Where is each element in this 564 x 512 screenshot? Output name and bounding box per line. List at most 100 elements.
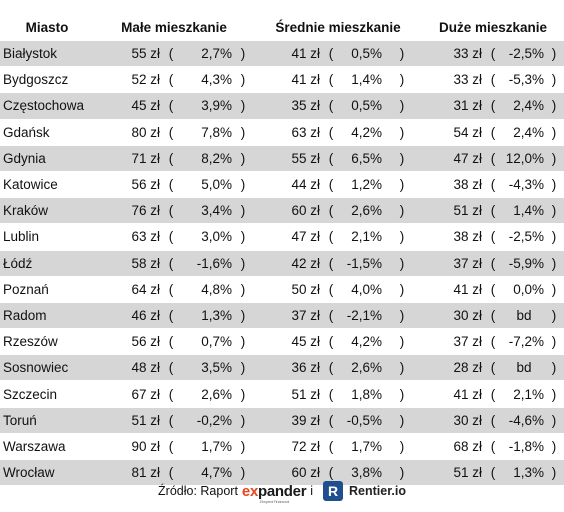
large-change-cell: 12,0% [504, 144, 544, 172]
paren-close: ) [382, 92, 422, 120]
header-medium: Średnie mieszkanie [275, 19, 401, 35]
paren-close: ) [544, 249, 564, 277]
paren-open: ( [160, 354, 182, 381]
table-row: Wrocław 81 zł(4,7%) 60 zł(3,8%) 51 zł(1,3%) [0, 459, 564, 486]
paren-open: ( [320, 328, 342, 355]
city-cell: Poznań [0, 275, 94, 303]
paren-open: ( [160, 380, 182, 408]
small-price-cell: 76 zł [94, 197, 160, 224]
medium-price-cell: 36 zł [254, 354, 320, 381]
table-row: Warszawa 90 zł(1,7%) 72 zł(1,7%) 68 zł(-1,8… [0, 432, 564, 460]
large-price-cell: 30 zł [422, 301, 482, 329]
large-change-cell: -2,5% [504, 39, 544, 67]
table-row: Sosnowiec 48 zł(3,5%) 36 zł(2,6%) 28 zł(bd) [0, 354, 564, 381]
paren-close: ) [232, 249, 254, 277]
medium-price-cell: 44 zł [254, 170, 320, 198]
paren-open: ( [160, 197, 182, 224]
paren-close: ) [544, 328, 564, 355]
paren-close: ) [544, 354, 564, 381]
small-change-cell: -1,6% [182, 249, 232, 277]
paren-close: ) [382, 223, 422, 250]
paren-open: ( [160, 459, 182, 486]
paren-open: ( [320, 170, 342, 198]
paren-open: ( [320, 406, 342, 434]
paren-close: ) [544, 39, 564, 67]
paren-close: ) [544, 170, 564, 198]
paren-open: ( [320, 118, 342, 146]
paren-open: ( [160, 406, 182, 434]
paren-close: ) [544, 118, 564, 146]
large-price-cell: 37 zł [422, 249, 482, 277]
city-cell: Szczecin [0, 380, 94, 408]
paren-open: ( [482, 459, 504, 486]
table-row: Szczecin 67 zł(2,6%) 51 zł(1,8%) 41 zł(2,1%… [0, 380, 564, 408]
paren-open: ( [482, 170, 504, 198]
paren-open: ( [160, 144, 182, 172]
small-change-cell: 4,3% [182, 66, 232, 93]
paren-close: ) [232, 223, 254, 250]
paren-close: ) [382, 380, 422, 408]
small-change-cell: -0,2% [182, 406, 232, 434]
table-row: Bydgoszcz 52 zł(4,3%) 41 zł(1,4%) 33 zł(-5,… [0, 66, 564, 93]
paren-open: ( [482, 328, 504, 355]
paren-close: ) [544, 197, 564, 224]
paren-open: ( [320, 275, 342, 303]
table-row: Katowice 56 zł(5,0%) 44 zł(1,2%) 38 zł(-4,3… [0, 170, 564, 198]
paren-close: ) [232, 354, 254, 381]
small-price-cell: 81 zł [94, 459, 160, 486]
paren-open: ( [482, 380, 504, 408]
paren-close: ) [232, 118, 254, 146]
medium-change-cell: 4,2% [342, 118, 382, 146]
paren-open: ( [482, 92, 504, 120]
large-change-cell: -4,3% [504, 170, 544, 198]
header-city: Miasto [25, 19, 69, 35]
paren-close: ) [382, 197, 422, 224]
paren-close: ) [382, 39, 422, 67]
city-cell: Rzeszów [0, 328, 94, 355]
paren-open: ( [160, 118, 182, 146]
medium-change-cell: 1,7% [342, 432, 382, 460]
medium-change-cell: 1,4% [342, 66, 382, 93]
paren-open: ( [320, 249, 342, 277]
city-cell: Toruń [0, 406, 94, 434]
paren-close: ) [232, 406, 254, 434]
paren-open: ( [320, 223, 342, 250]
paren-close: ) [382, 301, 422, 329]
small-price-cell: 51 zł [94, 406, 160, 434]
medium-change-cell: 4,0% [342, 275, 382, 303]
paren-close: ) [382, 459, 422, 486]
small-price-cell: 56 zł [94, 170, 160, 198]
medium-price-cell: 63 zł [254, 118, 320, 146]
paren-open: ( [160, 328, 182, 355]
small-price-cell: 46 zł [94, 301, 160, 329]
table-row: Rzeszów 56 zł(0,7%) 45 zł(4,2%) 37 zł(-7,2%… [0, 328, 564, 355]
large-price-cell: 68 zł [422, 432, 482, 460]
city-cell: Katowice [0, 170, 94, 198]
paren-close: ) [232, 197, 254, 224]
paren-open: ( [320, 197, 342, 224]
paren-open: ( [320, 66, 342, 93]
small-change-cell: 3,4% [182, 197, 232, 224]
medium-price-cell: 51 zł [254, 380, 320, 408]
medium-change-cell: 0,5% [342, 39, 382, 67]
large-change-cell: -5,9% [504, 249, 544, 277]
paren-close: ) [382, 406, 422, 434]
large-price-cell: 37 zł [422, 328, 482, 355]
paren-open: ( [320, 301, 342, 329]
medium-price-cell: 41 zł [254, 39, 320, 67]
paren-close: ) [544, 223, 564, 250]
table-row: Łódź 58 zł(-1,6%) 42 zł(-1,5%) 37 zł(-5,9%) [0, 249, 564, 277]
paren-close: ) [382, 328, 422, 355]
large-change-cell: -5,3% [504, 66, 544, 93]
medium-change-cell: 2,6% [342, 197, 382, 224]
medium-price-cell: 60 zł [254, 459, 320, 486]
large-price-cell: 51 zł [422, 197, 482, 224]
city-cell: Sosnowiec [0, 354, 94, 381]
medium-price-cell: 47 zł [254, 223, 320, 250]
paren-open: ( [482, 144, 504, 172]
paren-close: ) [544, 380, 564, 408]
medium-change-cell: 2,6% [342, 354, 382, 381]
table-row: Kraków 76 zł(3,4%) 60 zł(2,6%) 51 zł(1,4%) [0, 197, 564, 224]
medium-price-cell: 45 zł [254, 328, 320, 355]
paren-open: ( [160, 432, 182, 460]
